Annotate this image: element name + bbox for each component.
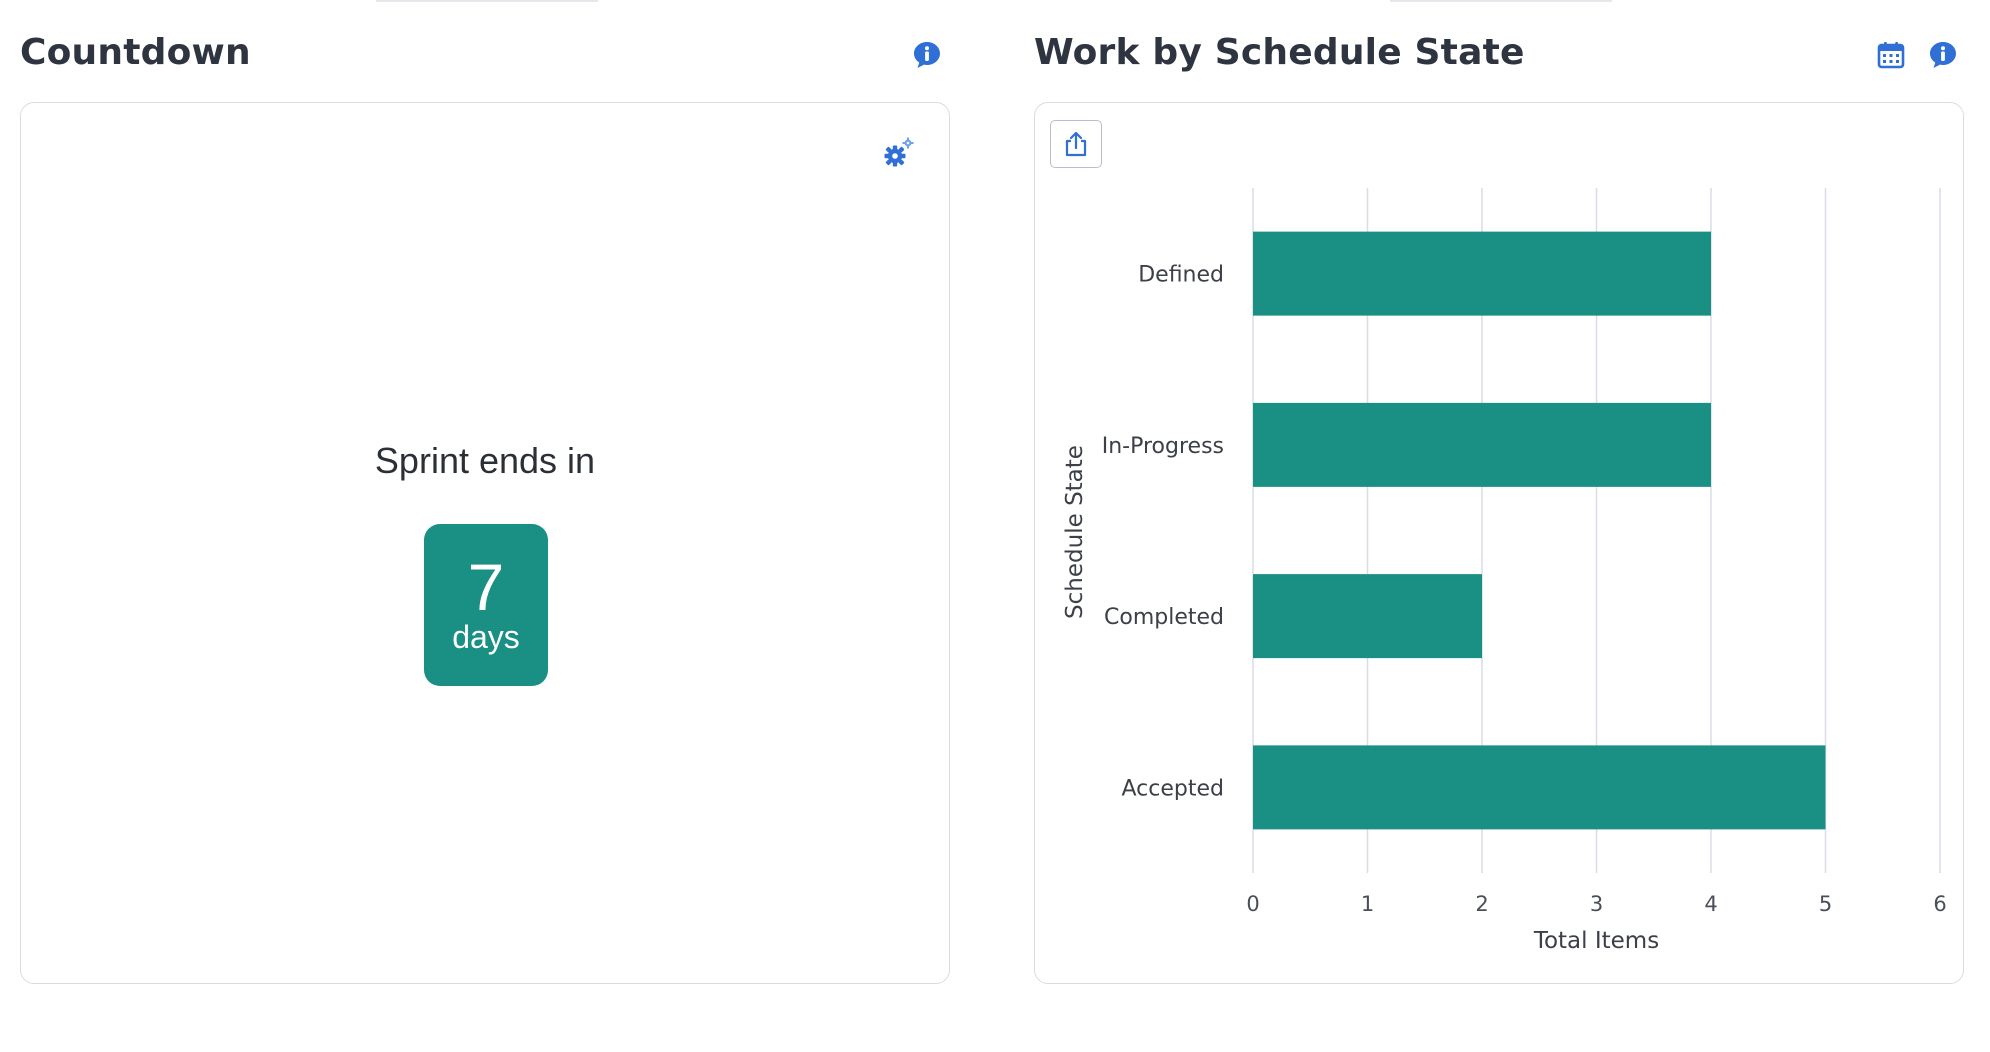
gear-icon[interactable] [882, 136, 916, 170]
schedule-title: Work by Schedule State [1034, 32, 1525, 73]
countdown-title: Countdown [20, 32, 251, 73]
x-tick-label: 2 [1475, 892, 1488, 916]
export-button[interactable] [1050, 120, 1102, 168]
days-remaining-value: 7 [467, 550, 505, 624]
x-tick-label: 3 [1590, 892, 1603, 916]
x-tick-label: 6 [1933, 892, 1946, 916]
info-bubble-icon[interactable] [1928, 40, 1958, 70]
x-axis-title: Total Items [1533, 928, 1659, 954]
calendar-icon[interactable] [1876, 40, 1906, 70]
y-tick-label: Defined [1138, 263, 1224, 288]
y-tick-label: In-Progress [1102, 434, 1224, 459]
chart-bars [1253, 231, 1826, 830]
info-bubble-icon[interactable] [912, 40, 942, 70]
x-tick-label: 5 [1819, 892, 1832, 916]
x-tick-label: 0 [1246, 892, 1259, 916]
bar-defined[interactable] [1253, 231, 1711, 316]
y-tick-label: Accepted [1122, 776, 1224, 801]
bar-accepted[interactable] [1253, 745, 1826, 830]
y-tick-label: Completed [1104, 605, 1224, 630]
top-divider-right [1390, 0, 1612, 2]
days-remaining-badge: 7 days [424, 524, 548, 686]
days-remaining-unit: days [452, 619, 520, 655]
y-axis-title: Schedule State [1062, 445, 1088, 619]
x-tick-label: 4 [1704, 892, 1717, 916]
sprint-ends-label: Sprint ends in [374, 440, 596, 481]
x-tick-label: 1 [1361, 892, 1374, 916]
chart-labels: 0 1 2 3 4 5 6 Defined In-Progress Completed Accept… [1062, 263, 1947, 954]
bar-in-progress[interactable] [1253, 402, 1711, 487]
bar-completed[interactable] [1253, 574, 1482, 659]
export-icon [1065, 131, 1087, 157]
top-divider-left [376, 0, 598, 2]
